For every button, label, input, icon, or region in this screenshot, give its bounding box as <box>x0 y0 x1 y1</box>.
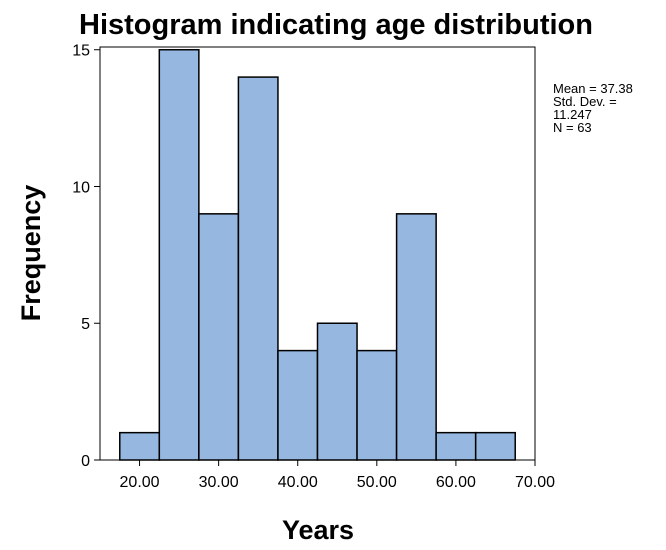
statistics-box: Mean = 37.38 Std. Dev. = 11.247 N = 63 <box>553 81 633 135</box>
stats-line-mean: Mean = 37.38 <box>553 81 633 96</box>
x-tick-label: 30.00 <box>199 474 239 491</box>
x-axis: 20.00 30.00 40.00 50.00 60.00 70.00 <box>120 460 555 491</box>
x-tick-label: 20.00 <box>120 474 160 491</box>
x-axis-label: Years <box>282 515 354 545</box>
histogram-bar-6 <box>316 322 358 461</box>
x-tick-label: 70.00 <box>515 474 555 491</box>
stats-line-n: N = 63 <box>553 120 592 135</box>
x-tick-label: 40.00 <box>278 474 318 491</box>
histogram-bar-2 <box>158 48 200 461</box>
histogram-bar-9 <box>435 431 477 461</box>
histogram-bar-8 <box>395 213 437 461</box>
y-tick-label: 0 <box>81 453 90 470</box>
y-tick-label: 15 <box>72 43 90 60</box>
x-tick-label: 60.00 <box>436 474 476 491</box>
stats-line-std-dev: Std. Dev. = <box>553 94 617 109</box>
histogram-bar-1 <box>119 431 161 461</box>
x-tick-label: 50.00 <box>357 474 397 491</box>
y-axis-label: Frequency <box>16 185 46 322</box>
y-tick-label: 5 <box>81 316 90 333</box>
stats-line-std-dev-value: 11.247 <box>553 107 592 122</box>
histogram-bar-3 <box>198 213 240 461</box>
y-axis: 0 5 10 15 <box>72 43 100 470</box>
histogram-bar-4 <box>237 76 279 461</box>
histogram-bar-5 <box>277 349 319 461</box>
chart-title: Histogram indicating age distribution <box>79 9 593 41</box>
histogram-bar-10 <box>474 431 516 461</box>
y-tick-label: 10 <box>72 179 90 196</box>
histogram-bar-7 <box>356 349 398 461</box>
bars-group <box>119 48 516 461</box>
